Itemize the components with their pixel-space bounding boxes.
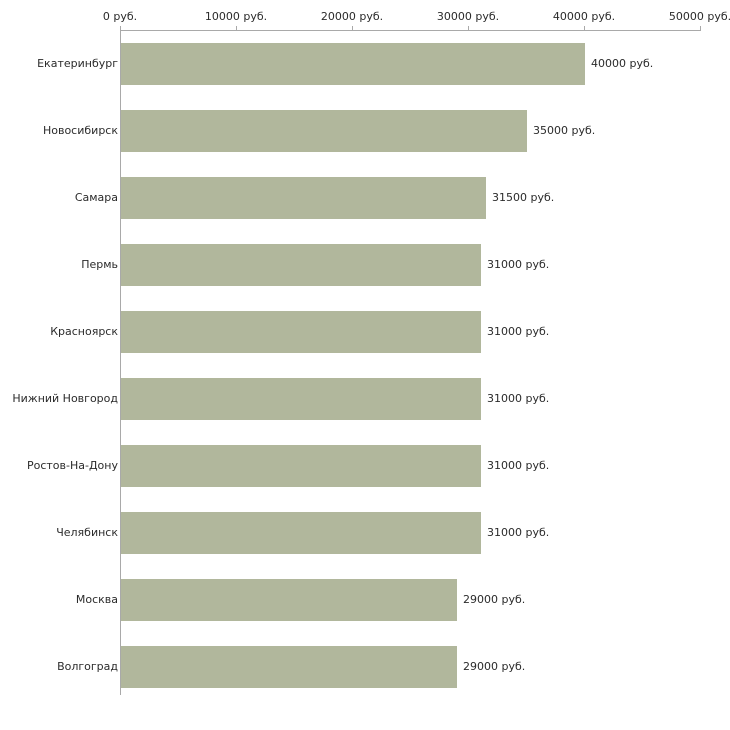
bar [121,511,481,554]
x-tick-mark [700,26,701,30]
x-tick-label: 10000 руб. [204,10,268,23]
category-label: Новосибирск [42,124,118,137]
bar-row: Пермь 31000 руб. [0,231,730,298]
y-axis-line [120,30,121,695]
value-label: 31500 руб. [492,191,555,204]
x-tick-label: 0 руб. [102,10,138,23]
x-tick-mark [120,26,121,30]
value-label: 35000 руб. [533,124,596,137]
value-label: 29000 руб. [463,593,526,606]
category-label: Волгоград [57,660,118,673]
x-tick-label: 20000 руб. [320,10,384,23]
bar-row: Волгоград 29000 руб. [0,633,730,700]
bar [121,310,481,353]
bar-row: Челябинск 31000 руб. [0,499,730,566]
category-label: Самара [74,191,118,204]
value-label: 31000 руб. [487,526,550,539]
x-tick-label: 50000 руб. [668,10,730,23]
category-label: Екатеринбург [37,57,118,70]
category-label: Челябинск [56,526,118,539]
bar [121,243,481,286]
value-label: 31000 руб. [487,392,550,405]
bar-row: Самара 31500 руб. [0,164,730,231]
bar [121,42,585,85]
category-label: Ростов-На-Дону [26,459,118,472]
bar [121,578,457,621]
bar-row: Нижний Новгород 31000 руб. [0,365,730,432]
x-tick-label: 40000 руб. [552,10,616,23]
bar [121,176,486,219]
bar-rows: Екатеринбург 40000 руб. Новосибирск 35000 р… [0,30,730,700]
bar [121,109,527,152]
bar-row: Москва 29000 руб. [0,566,730,633]
x-tick-label: 30000 руб. [436,10,500,23]
bar [121,444,481,487]
value-label: 29000 руб. [463,660,526,673]
value-label: 31000 руб. [487,459,550,472]
value-label: 40000 руб. [591,57,654,70]
category-label: Пермь [81,258,118,271]
x-tick-mark [352,26,353,30]
bar-row: Красноярск 31000 руб. [0,298,730,365]
bar [121,645,457,688]
bar-row: Ростов-На-Дону 31000 руб. [0,432,730,499]
category-label: Нижний Новгород [12,392,118,405]
category-label: Красноярск [50,325,118,338]
x-tick-mark [584,26,585,30]
bar-row: Екатеринбург 40000 руб. [0,30,730,97]
bar-row: Новосибирск 35000 руб. [0,97,730,164]
x-axis-line [120,30,701,31]
bar [121,377,481,420]
x-tick-mark [236,26,237,30]
x-tick-mark [468,26,469,30]
category-label: Москва [75,593,118,606]
value-label: 31000 руб. [487,325,550,338]
value-label: 31000 руб. [487,258,550,271]
